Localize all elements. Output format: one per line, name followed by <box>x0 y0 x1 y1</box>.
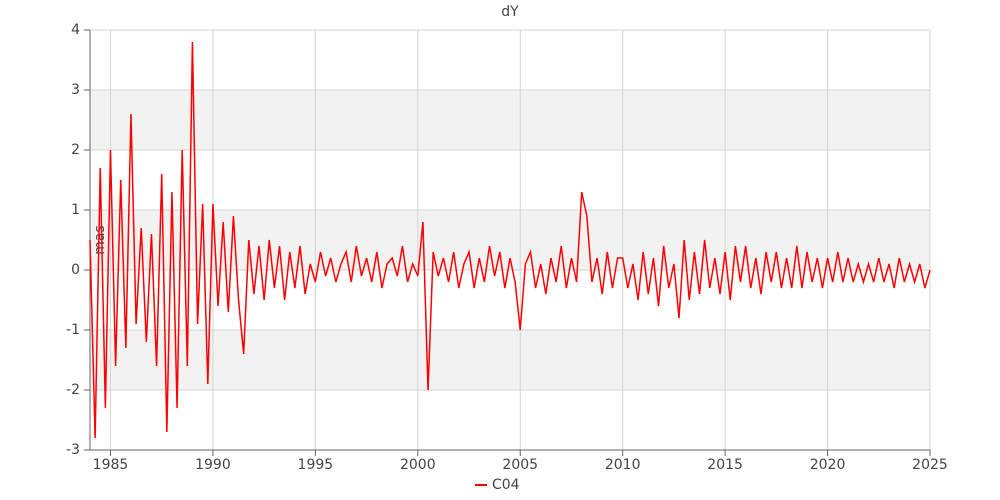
x-tick-label: 1990 <box>195 457 231 473</box>
y-tick-label: 3 <box>71 82 80 98</box>
x-tick-label: 2010 <box>605 457 641 473</box>
band <box>90 90 930 150</box>
data-line <box>89 41 931 439</box>
band <box>90 330 930 390</box>
x-tick-label: 2005 <box>502 457 538 473</box>
y-tick-label: 0 <box>71 262 80 278</box>
y-tick-label: -1 <box>66 322 80 338</box>
x-tick-label: 2000 <box>400 457 436 473</box>
legend-label: C04 <box>492 477 520 493</box>
chart-title: dY <box>501 4 519 20</box>
y-tick-label: -3 <box>66 442 80 458</box>
x-tick-label: 1985 <box>93 457 129 473</box>
y-axis-label: mas <box>92 225 108 255</box>
y-tick-label: -2 <box>66 382 80 398</box>
y-tick-label: 2 <box>71 142 80 158</box>
x-tick-label: 2015 <box>707 457 743 473</box>
x-tick-label: 1995 <box>298 457 334 473</box>
x-tick-label: 2025 <box>912 457 948 473</box>
x-tick-label: 2020 <box>810 457 846 473</box>
y-tick-label: 1 <box>71 202 80 218</box>
y-tick-label: 4 <box>71 22 80 38</box>
